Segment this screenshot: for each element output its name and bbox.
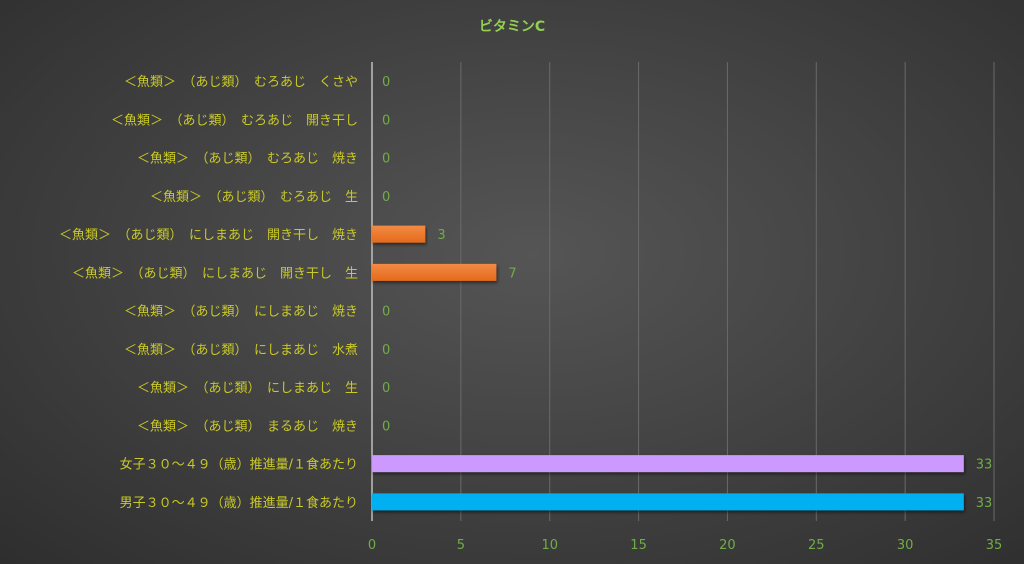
- data-label: 33: [976, 458, 993, 473]
- category-label: ＜魚類＞ （あじ類） まるあじ 焼き: [137, 419, 358, 434]
- bar: [372, 455, 964, 473]
- data-label: 0: [382, 113, 390, 128]
- category-labels: ＜魚類＞ （あじ類） むろあじ くさや ＜魚類＞ （あじ類） むろあじ 開き干し ＜…: [59, 75, 358, 511]
- x-axis-ticks: 0 5 10 15 20 25 30 35: [368, 538, 1002, 553]
- data-label: 0: [382, 381, 390, 396]
- x-tick-label: 15: [630, 538, 647, 553]
- data-label: 0: [382, 75, 390, 90]
- data-label: 0: [382, 305, 390, 320]
- category-label: 女子３０～４９（歳）推進量/１食あたり: [120, 457, 358, 473]
- x-tick-label: 5: [457, 538, 465, 553]
- data-label: 33: [976, 496, 993, 511]
- bars: [372, 225, 964, 511]
- data-label: 0: [382, 419, 390, 434]
- x-tick-label: 35: [986, 538, 1003, 553]
- bar: [372, 263, 497, 281]
- data-label: 0: [382, 190, 390, 205]
- category-label: ＜魚類＞ （あじ類） にしまあじ 生: [137, 381, 358, 396]
- category-label: ＜魚類＞ （あじ類） むろあじ 開き干し: [111, 113, 358, 128]
- category-label: ＜魚類＞ （あじ類） むろあじ 生: [150, 190, 358, 205]
- category-label: 男子３０～４９（歳）推進量/１食あたり: [120, 495, 358, 511]
- x-tick-label: 10: [541, 538, 558, 553]
- x-tick-label: 20: [719, 538, 736, 553]
- data-label: 7: [508, 266, 516, 281]
- category-label: ＜魚類＞ （あじ類） むろあじ くさや: [124, 75, 358, 90]
- chart-title: ビタミンC: [479, 19, 545, 35]
- x-tick-label: 0: [368, 538, 376, 553]
- category-label: ＜魚類＞ （あじ類） にしまあじ 焼き: [124, 305, 358, 320]
- data-label: 3: [437, 228, 445, 243]
- gridlines: [371, 62, 995, 521]
- bar: [372, 225, 426, 243]
- category-label: ＜魚類＞ （あじ類） むろあじ 焼き: [137, 152, 358, 167]
- data-label: 0: [382, 343, 390, 358]
- category-label: ＜魚類＞ （あじ類） にしまあじ 開き干し 焼き: [59, 228, 358, 243]
- category-label: ＜魚類＞ （あじ類） にしまあじ 水煮: [124, 343, 358, 358]
- data-labels: 0 0 0 0 3 7 0 0 0 0 33 33: [382, 75, 992, 511]
- data-label: 0: [382, 152, 390, 167]
- x-tick-label: 30: [897, 538, 914, 553]
- category-label: ＜魚類＞ （あじ類） にしまあじ 開き干し 生: [72, 266, 358, 281]
- x-tick-label: 25: [808, 538, 825, 553]
- bar: [372, 493, 964, 511]
